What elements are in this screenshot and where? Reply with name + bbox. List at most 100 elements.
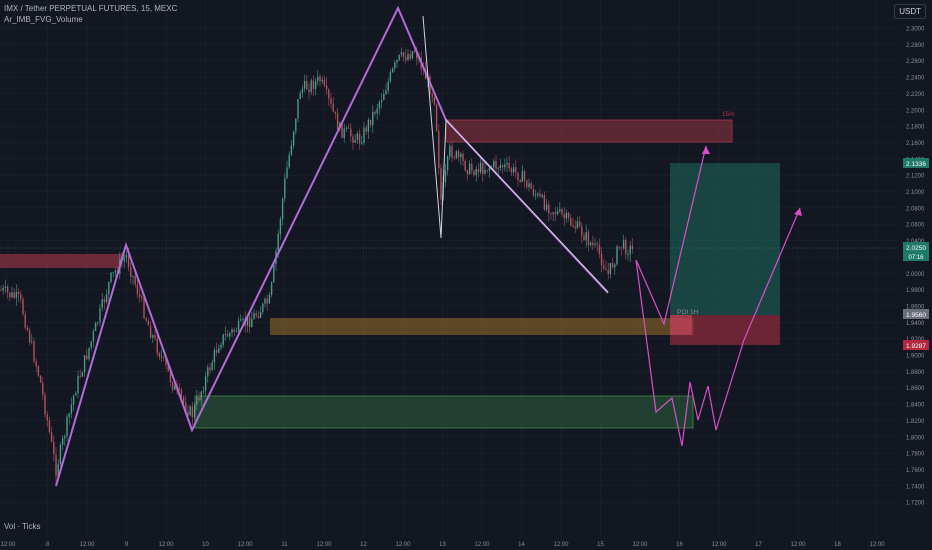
indicator-label[interactable]: Ar_IMB_FVG_Volume	[4, 15, 83, 24]
candle-body	[451, 145, 453, 158]
candle-body	[103, 299, 106, 303]
candle-body	[160, 356, 163, 358]
candle-body	[75, 393, 77, 396]
candle-body	[308, 89, 310, 93]
candle-body	[134, 276, 136, 285]
candle-body	[57, 464, 59, 477]
time-axis[interactable]: 12:00 8 12:00 9 12:00 10 12:00 11 12:00 12 12:00 13…	[0, 538, 932, 550]
candle-body	[17, 291, 20, 294]
price-tick-label: 2.2200	[906, 92, 925, 98]
candle-body	[455, 151, 458, 158]
candle-body	[108, 282, 110, 295]
candle-body	[59, 444, 62, 465]
candle-body	[534, 195, 537, 196]
time-tick-label: 13	[439, 542, 446, 548]
current-price-tag	[903, 242, 929, 261]
time-tick-label: 12:00	[790, 542, 806, 548]
candle-body	[264, 298, 266, 304]
stop-tag	[903, 340, 929, 350]
candle-body	[242, 318, 244, 320]
candle-body	[550, 213, 552, 215]
candle-body	[539, 193, 541, 197]
candle-body	[556, 211, 559, 215]
candle-body	[255, 313, 257, 316]
candle-body	[519, 180, 521, 182]
candle-body	[295, 118, 297, 132]
candle-body	[167, 364, 169, 372]
time-tick-label: 15	[597, 542, 604, 548]
candle-body	[528, 183, 530, 188]
candle-body	[169, 371, 172, 383]
candle-body	[270, 282, 273, 295]
time-tick-label: 12:00	[553, 542, 569, 548]
candle-body	[11, 292, 13, 298]
candle-body	[70, 404, 73, 414]
candle-body	[6, 286, 9, 293]
time-tick-label: 10	[202, 542, 209, 548]
candle-body	[0, 290, 2, 291]
price-tick-label: 2.2600	[906, 59, 925, 65]
candle-body	[530, 183, 532, 189]
candle-body	[334, 111, 337, 114]
candle-body	[222, 334, 224, 345]
candle-body	[512, 167, 515, 173]
candle-body	[273, 264, 275, 283]
candle-body	[563, 214, 565, 219]
candle-body	[22, 298, 24, 315]
candle-body	[202, 390, 205, 392]
time-tick-label: 12	[360, 542, 367, 548]
candle-body	[68, 413, 70, 417]
candle-body	[583, 235, 585, 241]
candle-body	[435, 104, 438, 131]
volume-label[interactable]: Vol · Ticks	[4, 522, 41, 531]
candle-body	[72, 395, 75, 405]
candle-body	[389, 71, 392, 82]
candle-body	[449, 145, 451, 157]
candle-body	[552, 212, 554, 215]
candle-body	[15, 291, 18, 298]
candle-body	[114, 270, 117, 273]
candle-body	[83, 355, 86, 373]
candle-body	[462, 153, 464, 161]
candle-body	[163, 356, 165, 358]
countdown-text: 07:16	[908, 255, 924, 261]
candle-body	[55, 454, 57, 477]
candle-body	[431, 94, 433, 98]
candle-body	[39, 375, 42, 383]
candle-body	[251, 319, 253, 328]
candle-body	[466, 170, 469, 175]
candle-body	[154, 335, 156, 339]
symbol-header[interactable]: IMX / Tether PERPETUAL FUTURES, 15, MEXC	[4, 4, 178, 13]
price-tick-label: 1.8200	[906, 419, 925, 425]
candle-body	[554, 212, 557, 215]
candle-body	[347, 127, 350, 129]
price-tick-label: 1.9600	[906, 304, 925, 310]
currency-button[interactable]: USDT	[894, 4, 926, 19]
candle-body	[99, 307, 101, 323]
price-tick-label: 2.2400	[906, 76, 925, 82]
candle-body	[631, 245, 634, 249]
candle-body	[37, 366, 40, 376]
candle-body	[226, 334, 229, 337]
time-tick-label: 8	[46, 542, 50, 548]
price-tick-label: 1.8000	[906, 435, 925, 441]
time-tick-label: 11	[281, 542, 288, 548]
candle-body	[457, 151, 460, 158]
candle-body	[585, 232, 587, 241]
candle-body	[561, 209, 563, 215]
price-tick-label: 1.8800	[906, 370, 925, 376]
candle-body	[407, 54, 409, 61]
candle-body	[605, 268, 607, 271]
candle-body	[24, 314, 26, 328]
candle-body	[517, 172, 519, 181]
candle-body	[138, 294, 141, 297]
candle-body	[589, 242, 592, 246]
candle-body	[13, 292, 15, 298]
candle-body	[400, 52, 403, 55]
candle-body	[396, 59, 398, 63]
candle-body	[200, 391, 202, 401]
candle-body	[229, 332, 231, 337]
candle-body	[88, 347, 90, 360]
candle-body	[105, 294, 108, 303]
